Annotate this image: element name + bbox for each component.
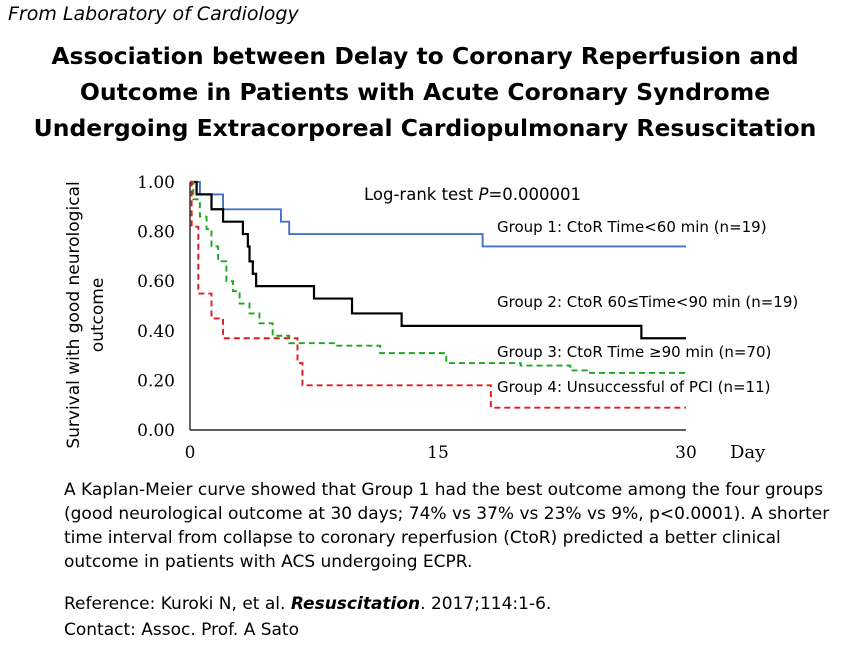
x-tick-label: 15 xyxy=(427,443,449,463)
log-rank-prefix: Log-rank test xyxy=(364,185,479,204)
series-line-group-1 xyxy=(190,181,686,248)
x-axis-label: Day xyxy=(730,442,766,463)
series-layer xyxy=(190,180,686,409)
source-line: From Laboratory of Cardiology xyxy=(8,3,299,25)
y-tick-label: 0.80 xyxy=(137,223,175,243)
reference-suffix: . 2017;114:1-6. xyxy=(420,594,552,614)
series-label-group-1: Group 1: CtoR Time<60 min (n=19) xyxy=(497,218,767,236)
y-tick-label: 0.00 xyxy=(137,421,175,441)
log-rank-value: =0.000001 xyxy=(488,185,581,204)
x-tick-label: 30 xyxy=(675,443,697,463)
y-tick-label: 0.60 xyxy=(137,272,175,292)
x-tick-label: 0 xyxy=(185,443,196,463)
title-line-1: Association between Delay to Coronary Re… xyxy=(51,42,799,70)
title-line-2: Outcome in Patients with Acute Coronary … xyxy=(79,78,771,106)
series-label-group-2: Group 2: CtoR 60≤Time<90 min (n=19) xyxy=(497,293,798,311)
reference-prefix: Reference: Kuroki N, et al. xyxy=(64,594,291,614)
y-tick-label: 1.00 xyxy=(137,173,175,193)
reference-line: Reference: Kuroki N, et al. Resuscitatio… xyxy=(64,594,551,614)
contact-line: Contact: Assoc. Prof. A Sato xyxy=(64,620,300,640)
y-ticks: 0.00 0.20 0.40 0.60 0.80 1.00 xyxy=(137,173,175,441)
series-line-group-2 xyxy=(190,180,686,340)
x-ticks: 0 15 30 xyxy=(185,443,697,463)
series-line-group-4 xyxy=(190,181,686,409)
log-rank-annotation: Log-rank test P=0.000001 xyxy=(364,185,581,204)
log-rank-p: P xyxy=(479,185,489,204)
chart-title: Association between Delay to Coronary Re… xyxy=(0,38,850,146)
series-label-group-4: Group 4: Unsuccessful of PCI (n=11) xyxy=(497,378,771,396)
caption-text: A Kaplan-Meier curve showed that Group 1… xyxy=(64,480,830,572)
series-label-group-3: Group 3: CtoR Time ≥90 min (n=70) xyxy=(497,343,771,361)
series-line-group-3 xyxy=(190,181,686,374)
y-tick-label: 0.20 xyxy=(137,371,175,391)
y-axis-label-line-2: outcome xyxy=(88,278,108,353)
y-tick-label: 0.40 xyxy=(137,322,175,342)
kaplan-meier-chart: Survival with good neurological outcome … xyxy=(64,173,798,463)
y-axis-label: Survival with good neurological outcome xyxy=(64,181,108,448)
title-line-3: Undergoing Extracorporeal Cardiopulmonar… xyxy=(33,114,817,142)
reference-journal: Resuscitation xyxy=(290,594,421,614)
y-axis-label-line-1: Survival with good neurological xyxy=(64,181,84,448)
